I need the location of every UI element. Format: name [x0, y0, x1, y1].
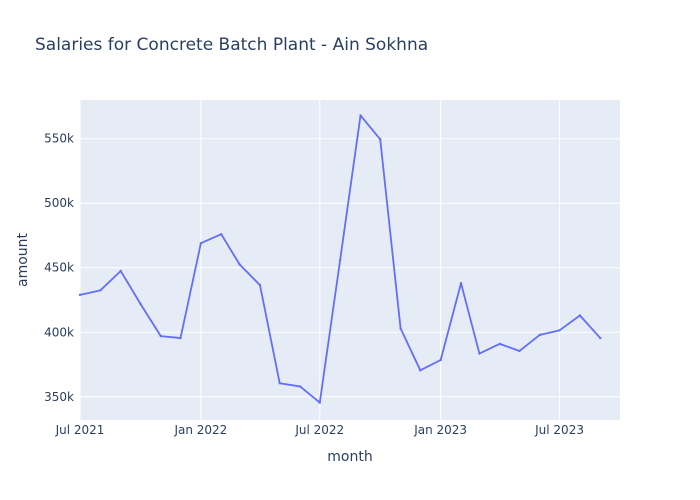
y-tick-label: 400k [44, 325, 74, 339]
data-point [179, 336, 182, 340]
data-point [199, 242, 203, 245]
data-point [558, 329, 561, 332]
data-point [220, 232, 223, 236]
chart-title: Salaries for Concrete Batch Plant - Ain … [35, 35, 428, 55]
data-point [518, 349, 521, 353]
x-tick-label: Jul 2022 [294, 423, 344, 437]
x-tick-label: Jan 2022 [173, 423, 227, 437]
data-point [278, 382, 281, 385]
data-point [478, 352, 481, 355]
x-tick-label: Jan 2023 [413, 423, 467, 437]
x-tick-label: Jul 2023 [534, 423, 584, 437]
data-point [379, 138, 382, 141]
data-point [238, 263, 241, 266]
y-tick-label: 450k [44, 261, 74, 275]
x-axis-title: month [327, 449, 372, 465]
y-axis-title: amount [15, 232, 31, 287]
data-series [78, 114, 602, 404]
data-point [578, 314, 582, 317]
data-point [298, 385, 302, 388]
y-gridlines [80, 138, 620, 398]
y-tick-label: 500k [44, 196, 74, 210]
data-point [599, 336, 602, 340]
x-axis-tick-labels: Jul 2021 Jan 2022 Jul 2022 Jan 2023 Jul 2023 [55, 423, 584, 437]
data-point [258, 283, 262, 287]
data-point [338, 258, 342, 262]
x-gridlines [79, 100, 561, 420]
data-point [99, 289, 102, 292]
data-point [359, 114, 362, 117]
x-tick-label: Jul 2021 [55, 423, 105, 437]
y-axis-tick-labels: 350k 400k 450k 500k 550k [44, 132, 74, 404]
plot-area-background [80, 100, 620, 420]
data-point [139, 302, 142, 306]
data-point [119, 269, 122, 273]
data-point [159, 334, 163, 338]
y-tick-label: 350k [44, 390, 74, 404]
data-point [318, 401, 321, 404]
data-point [399, 327, 402, 330]
data-point [78, 293, 82, 297]
y-tick-label: 550k [44, 132, 74, 146]
data-point [439, 358, 442, 362]
data-point [538, 333, 542, 337]
data-point [498, 342, 501, 346]
data-point [419, 369, 422, 372]
data-point [459, 282, 463, 285]
